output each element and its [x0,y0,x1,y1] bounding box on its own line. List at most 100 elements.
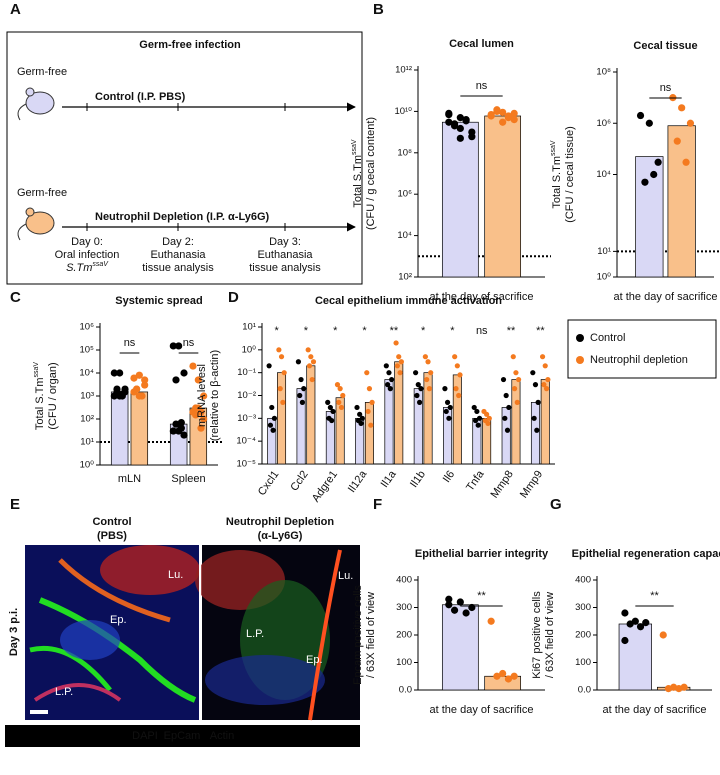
data-point [468,133,476,141]
data-point [446,415,452,421]
data-point [513,370,519,376]
y-tick-label: 10⁰ [242,344,257,355]
data-point [539,354,546,360]
bar [130,391,149,466]
timeline-ticks [86,103,286,231]
region-label: Ep. [110,614,127,626]
timepoint-text: tissue analysis [249,262,321,274]
data-point [340,392,346,399]
data-point [641,178,649,186]
data-point [506,404,512,411]
y-axis-label: Total S.TmssaV [351,139,364,207]
significance-label: ** [650,590,659,602]
x-tick-label: Spleen [171,473,205,485]
y-axis-label-text: (CFU / g cecal content) [365,117,377,230]
data-point [530,370,536,376]
data-point [621,609,629,617]
row-label: Day 3 p.i. [8,608,20,656]
y-axis-label: (CFU / g cecal content) [365,117,377,230]
data-point [299,399,305,405]
bar [384,379,394,465]
data-point [686,119,695,127]
bar [364,402,374,465]
data-point [130,374,138,382]
stain-label: DAPI [132,730,158,742]
significance-label: * [421,325,426,337]
y-tick-label: 10⁶ [398,189,413,200]
x-tick-label: Mmp8 [489,469,516,501]
y-tick-label: 10⁶ [80,322,95,333]
timepoint-day: Day 3: [269,236,301,248]
region-label: Ep. [306,654,323,666]
data-point [368,422,374,428]
data-point [499,669,507,678]
data-point [426,386,432,392]
data-point [389,376,395,383]
data-point [330,408,336,415]
data-point [675,685,683,693]
y-axis-label-text: (relative to β-actin) [209,350,221,441]
data-point [468,603,476,612]
data-point [141,381,149,389]
y-tick-label: 10⁸ [397,147,412,158]
data-point [621,636,629,645]
data-point [383,363,389,369]
y-axis-label-sup: ssaV [550,140,557,156]
panel-letter: G [550,496,562,513]
y-axis-label: mRNA levesl [196,364,208,427]
data-point [484,411,490,417]
data-point [499,118,507,126]
x-tick-label: Tnfa [464,468,487,494]
y-tick-label: 10¹⁰ [394,106,412,117]
x-tick-label: Mmp9 [518,469,545,501]
mouse-icon [17,87,55,121]
chart-title: Cecal tissue [633,40,697,52]
y-tick-label: 10⁵ [79,345,94,356]
data-point [535,399,541,405]
data-point [281,370,287,376]
data-point [453,386,459,392]
data-point [545,376,551,383]
diagram-title: Germ-free infection [139,39,241,51]
y-tick-label: 10⁰ [80,460,95,471]
y-axis-label: / 63X field of view [365,592,377,678]
bar [296,388,306,465]
panel-letter: F [373,496,382,513]
bar [635,156,664,278]
bar [441,604,479,691]
data-point [336,399,342,405]
data-point [543,386,550,392]
mouse-icon [17,207,55,241]
data-point [443,408,449,415]
data-point [444,399,451,405]
y-tick-label: 10⁻⁵ [236,459,256,470]
data-point [515,376,522,383]
significance-label: * [333,325,338,337]
data-point [414,392,420,399]
y-tick-label: 10⁻³ [237,413,256,424]
y-axis-label: Total S.TmssaV [550,140,563,208]
data-point [510,109,518,118]
data-point [135,392,143,400]
data-point [486,415,492,421]
data-point [334,382,341,388]
data-point [452,354,458,360]
data-point [180,431,188,439]
bar [511,379,521,465]
data-point [450,120,459,128]
data-point [169,427,177,435]
y-tick-label: 200 [575,630,591,641]
data-point [177,418,185,427]
strain: S.Tm [66,262,92,274]
timepoint-day: Day 0: [71,236,103,248]
timepoint-strain: S.TmssaV [66,261,109,274]
data-point [456,114,464,122]
significance-label: ** [390,325,399,337]
data-point [175,342,183,350]
y-axis-label: (CFU / cecal tissue) [564,126,576,223]
data-point [510,672,518,680]
data-point [456,598,464,606]
data-point [493,106,501,114]
panel-letter: E [10,496,20,513]
y-tick-label: 10⁸ [596,67,611,78]
